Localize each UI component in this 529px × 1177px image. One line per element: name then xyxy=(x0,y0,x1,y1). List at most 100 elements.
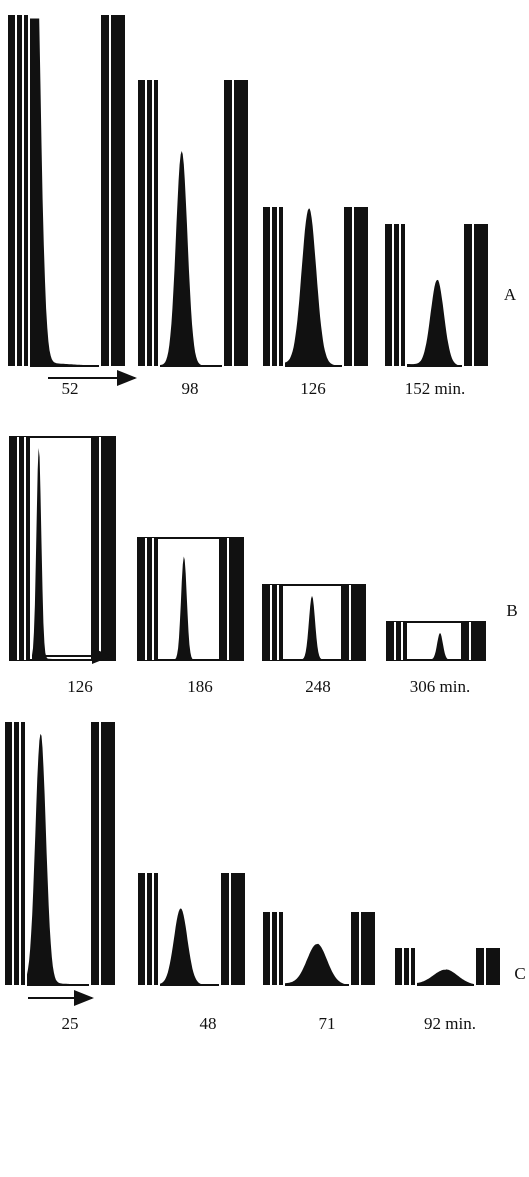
peak xyxy=(285,596,339,660)
right-bar xyxy=(224,80,248,366)
peak xyxy=(27,734,89,985)
stripe xyxy=(145,538,147,660)
left-bar xyxy=(263,207,283,366)
peak xyxy=(160,908,219,985)
right-bar xyxy=(101,15,125,366)
stripe xyxy=(12,722,14,985)
pattern-frame: 126 xyxy=(10,437,115,696)
left-bar xyxy=(8,15,28,366)
pattern-frame: 186 xyxy=(138,538,243,696)
pattern-frame: 48 xyxy=(138,873,245,1033)
time-label: 25 xyxy=(62,1014,79,1033)
time-label: 126 xyxy=(67,677,93,696)
time-label: 186 xyxy=(187,677,213,696)
right-bar xyxy=(476,948,500,985)
stripe xyxy=(229,873,231,985)
pattern-frame: 92 min. xyxy=(395,948,500,1033)
stripe xyxy=(22,15,24,366)
pattern-frame: 71 xyxy=(263,912,375,1033)
stripe xyxy=(409,948,411,985)
pattern-frame: 25 xyxy=(5,722,115,1033)
left-bar xyxy=(263,912,283,985)
time-label: 52 xyxy=(62,379,79,398)
right-bar xyxy=(341,585,365,660)
stripe xyxy=(349,585,351,660)
stripe xyxy=(17,437,19,660)
peak xyxy=(160,557,217,661)
stripe xyxy=(270,207,272,366)
stripe xyxy=(277,585,279,660)
right-bar xyxy=(344,207,368,366)
stripe xyxy=(277,207,279,366)
stripe xyxy=(469,622,471,660)
stripe xyxy=(352,207,354,366)
pattern-frame: 126 xyxy=(263,207,368,398)
peak xyxy=(407,280,462,366)
stripe xyxy=(399,224,401,366)
peak xyxy=(32,448,89,660)
left-bar xyxy=(395,948,415,985)
left-bar xyxy=(138,80,158,366)
stripe xyxy=(152,873,154,985)
left-bar xyxy=(387,622,407,660)
stripe xyxy=(232,80,234,366)
panel: B 126 186 248 306 min. xyxy=(10,437,518,696)
pattern-frame: 152 min. xyxy=(385,224,488,398)
pattern-frame: 52 xyxy=(8,15,125,398)
left-bar xyxy=(10,437,30,660)
stripe xyxy=(19,722,21,985)
stripe xyxy=(277,912,279,985)
stripe xyxy=(145,80,147,366)
stripe xyxy=(472,224,474,366)
stripe xyxy=(392,224,394,366)
stripe xyxy=(359,912,361,985)
panel-label: C xyxy=(514,964,525,983)
peak xyxy=(30,19,99,367)
time-label: 92 min. xyxy=(424,1014,476,1033)
right-bar xyxy=(219,538,243,660)
time-label: 152 min. xyxy=(405,379,465,398)
time-label: 48 xyxy=(200,1014,217,1033)
panel: C 25 48 71 92 min. xyxy=(5,722,526,1033)
right-bar xyxy=(461,622,485,660)
pattern-frame: 306 min. xyxy=(387,622,485,696)
stripe xyxy=(24,437,26,660)
right-bar xyxy=(91,722,115,985)
left-bar xyxy=(5,722,25,985)
stripe xyxy=(99,437,101,660)
peak xyxy=(285,944,349,985)
time-label: 126 xyxy=(300,379,326,398)
time-label: 248 xyxy=(305,677,331,696)
left-bar xyxy=(385,224,405,366)
peak xyxy=(285,209,342,366)
stripe xyxy=(15,15,17,366)
peak xyxy=(160,151,222,366)
right-bar xyxy=(464,224,488,366)
right-bar xyxy=(91,437,115,660)
time-label: 71 xyxy=(319,1014,336,1033)
panel-label: A xyxy=(504,285,517,304)
stripe xyxy=(394,622,396,660)
time-label: 306 min. xyxy=(410,677,470,696)
stripe xyxy=(484,948,486,985)
peak xyxy=(417,969,474,985)
stripe xyxy=(152,80,154,366)
left-bar xyxy=(263,585,283,660)
panel-label: B xyxy=(506,601,517,620)
stripe xyxy=(270,912,272,985)
left-bar xyxy=(138,538,158,660)
figure: A 52 98 126 152 min. B 126 186 248 306 min. C 25 48 7… xyxy=(0,0,529,1177)
right-bar xyxy=(351,912,375,985)
pattern-frame: 98 xyxy=(138,80,248,398)
panel: A 52 98 126 152 min. xyxy=(8,15,517,398)
stripe xyxy=(99,722,101,985)
stripe xyxy=(145,873,147,985)
peak xyxy=(409,633,459,660)
stripe xyxy=(109,15,111,366)
stripe xyxy=(401,622,403,660)
left-bar xyxy=(138,873,158,985)
stripe xyxy=(270,585,272,660)
stripe xyxy=(402,948,404,985)
stripe xyxy=(152,538,154,660)
stripe xyxy=(227,538,229,660)
